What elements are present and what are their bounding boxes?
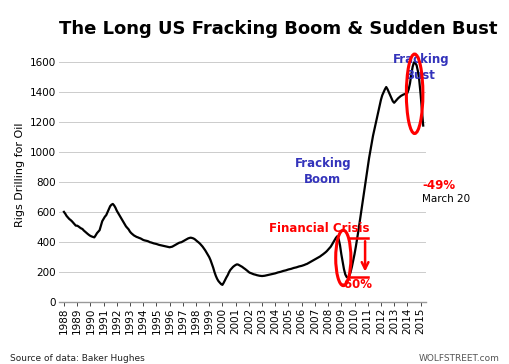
Text: -60%: -60% <box>338 278 372 291</box>
Text: Fracking
Boom: Fracking Boom <box>294 157 351 186</box>
Text: -49%: -49% <box>421 179 454 192</box>
Text: WOLFSTREET.com: WOLFSTREET.com <box>418 354 499 363</box>
Text: March 20: March 20 <box>421 194 469 204</box>
Text: The Long US Fracking Boom & Sudden Bust: The Long US Fracking Boom & Sudden Bust <box>59 20 496 38</box>
Y-axis label: Rigs Drilling for Oil: Rigs Drilling for Oil <box>15 122 25 227</box>
Text: Source of data: Baker Hughes: Source of data: Baker Hughes <box>10 354 145 363</box>
Text: Financial Crisis: Financial Crisis <box>268 222 369 235</box>
Text: Fracking
Bust: Fracking Bust <box>392 53 448 82</box>
